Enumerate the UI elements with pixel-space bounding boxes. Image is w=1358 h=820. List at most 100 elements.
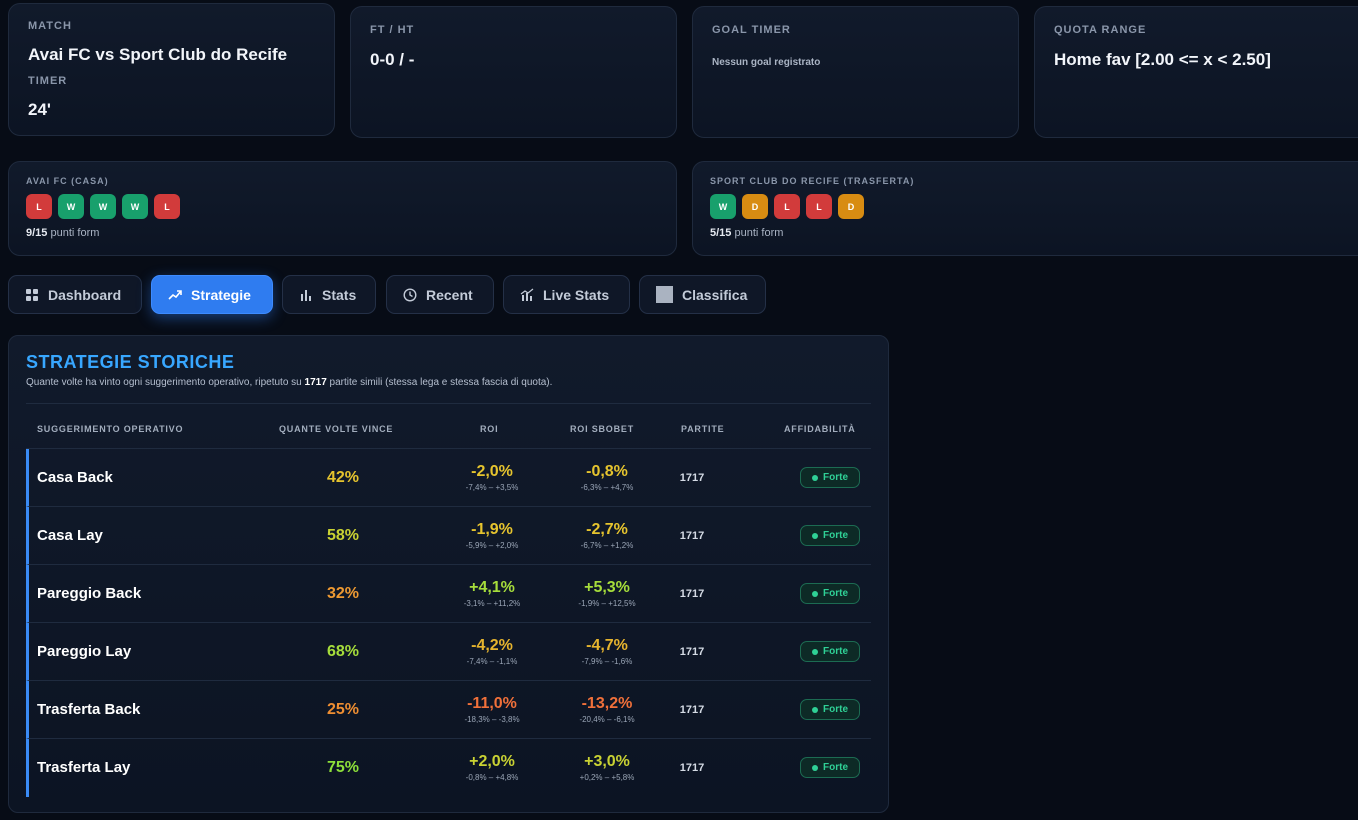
roi-range: -3,1% – +11,2% (463, 599, 521, 608)
strategies-subtitle: Quante volte ha vinto ogni suggerimento … (26, 377, 552, 388)
tab-dashboard-label: Dashboard (48, 286, 122, 303)
form-badge: W (90, 194, 116, 219)
strategies-panel (8, 335, 889, 813)
roi-range: -7,4% – +3,5% (465, 483, 519, 492)
roi-sbobet-range: -20,4% – -6,1% (579, 715, 635, 724)
away-points-value: 5/15 (710, 227, 732, 239)
square-icon (656, 286, 673, 303)
table-row[interactable]: Casa Lay 58% -1,9% -5,9% – +2,0% -2,7% -6,7% … (26, 507, 871, 565)
col-header-suggerimento[interactable]: SUGGERIMENTO OPERATIVO (37, 424, 184, 434)
roi-value: +2,0% (469, 753, 515, 770)
form-badge: D (838, 194, 864, 219)
reliability-badge: Forte (800, 641, 860, 662)
strategies-title: STRATEGIE STORICHE (26, 352, 235, 372)
strategy-name: Pareggio Lay (37, 643, 132, 660)
reliability-label: Forte (823, 704, 848, 715)
status-dot-icon (812, 590, 818, 597)
form-badge: L (806, 194, 832, 219)
away-form-label: SPORT CLUB DO RECIFE (TRASFERTA) (710, 176, 915, 186)
tab-live-stats[interactable]: Live Stats (503, 275, 630, 314)
timer-label: TIMER (28, 75, 68, 87)
form-badge: W (58, 194, 84, 219)
away-form-points: 5/15 punti form (710, 227, 914, 239)
tab-recent[interactable]: Recent (386, 275, 494, 314)
table-header-divider (26, 448, 871, 449)
roi-value: -4,2% (471, 637, 513, 654)
reliability-label: Forte (823, 530, 848, 541)
ft-ht-card: FT / HT 0-0 / - (350, 6, 677, 138)
col-header-roi-sbobet[interactable]: ROI SBOBET (570, 424, 635, 434)
ft-ht-value: 0-0 / - (370, 50, 415, 69)
table-row[interactable]: Casa Back 42% -2,0% -7,4% – +3,5% -0,8% -6,3%… (26, 449, 871, 507)
tab-stats-label: Stats (322, 286, 357, 303)
roi-sbobet-value: -13,2% (581, 695, 633, 712)
roi-range: -18,3% – -3,8% (464, 715, 520, 724)
quota-range-card: QUOTA RANGE Home fav [2.00 <= x < 2.50] (1034, 6, 1358, 138)
strategy-name: Casa Lay (37, 527, 103, 544)
status-dot-icon (812, 532, 818, 539)
roi-sbobet-range: -6,3% – +4,7% (580, 483, 634, 492)
tab-recent-label: Recent (426, 286, 473, 303)
subtitle-count: 1717 (304, 377, 327, 388)
goal-timer-card: GOAL TIMER Nessun goal registrato (692, 6, 1019, 138)
strategy-name: Pareggio Back (37, 585, 142, 602)
reliability-label: Forte (823, 472, 848, 483)
table-row[interactable]: Pareggio Lay 68% -4,2% -7,4% – -1,1% -4,7% -7… (26, 623, 871, 681)
quota-range-label: QUOTA RANGE (1054, 24, 1147, 36)
form-badge: L (774, 194, 800, 219)
col-header-affidabilita[interactable]: AFFIDABILITÀ (784, 424, 856, 434)
roi-sbobet-value: +5,3% (584, 579, 630, 596)
match-label: MATCH (28, 20, 72, 32)
header-divider (26, 403, 871, 404)
col-header-vince[interactable]: QUANTE VOLTE VINCE (279, 424, 394, 434)
status-dot-icon (812, 764, 818, 771)
reliability-badge: Forte (800, 757, 860, 778)
home-points-value: 9/15 (26, 227, 48, 239)
status-dot-icon (812, 474, 818, 481)
status-dot-icon (812, 648, 818, 655)
roi-value: -1,9% (471, 521, 513, 538)
live-chart-icon (520, 288, 534, 301)
form-badge: W (710, 194, 736, 219)
roi-range: -0,8% – +4,8% (465, 773, 519, 782)
roi-sbobet-range: +0,2% – +5,8% (579, 773, 635, 782)
subtitle-pre: Quante volte ha vinto ogni suggerimento … (26, 377, 305, 388)
roi-range: -5,9% – +2,0% (465, 541, 519, 550)
reliability-badge: Forte (800, 583, 860, 604)
col-header-roi[interactable]: ROI (480, 424, 499, 434)
match-card: MATCH Avai FC vs Sport Club do Recife TI… (8, 3, 335, 136)
roi-value: +4,1% (469, 579, 515, 596)
trend-up-icon (168, 289, 182, 300)
strategy-name: Trasferta Back (37, 701, 141, 718)
reliability-label: Forte (823, 588, 848, 599)
col-header-partite[interactable]: PARTITE (681, 424, 725, 434)
roi-sbobet-value: -0,8% (586, 463, 628, 480)
reliability-badge: Forte (800, 525, 860, 546)
roi-sbobet-range: -7,9% – -1,6% (581, 657, 633, 666)
tab-stats[interactable]: Stats (282, 275, 376, 314)
table-row[interactable]: Pareggio Back 32% +4,1% -3,1% – +11,2% +5,3%… (26, 565, 871, 623)
home-form-points: 9/15 punti form (26, 227, 180, 239)
form-badge: L (154, 194, 180, 219)
clock-icon (403, 287, 417, 302)
ft-ht-label: FT / HT (370, 24, 415, 36)
strategy-name: Casa Back (37, 469, 113, 486)
tab-dashboard[interactable]: Dashboard (8, 275, 142, 314)
tab-live-stats-label: Live Stats (543, 286, 610, 303)
status-dot-icon (812, 706, 818, 713)
grid-icon (26, 288, 38, 301)
table-row[interactable]: Trasferta Lay 75% +2,0% -0,8% – +4,8% +3,0% +… (26, 739, 871, 797)
roi-value: -11,0% (467, 695, 517, 712)
tab-classifica-label: Classifica (682, 286, 748, 303)
form-badge: W (122, 194, 148, 219)
goal-timer-label: GOAL TIMER (712, 24, 791, 36)
tab-strategie[interactable]: Strategie (151, 275, 273, 314)
table-row[interactable]: Trasferta Back 25% -11,0% -18,3% – -3,8% -13… (26, 681, 871, 739)
reliability-label: Forte (823, 762, 848, 773)
form-badge: L (26, 194, 52, 219)
goal-timer-value: Nessun goal registrato (712, 57, 821, 68)
tab-classifica[interactable]: Classifica (639, 275, 766, 314)
